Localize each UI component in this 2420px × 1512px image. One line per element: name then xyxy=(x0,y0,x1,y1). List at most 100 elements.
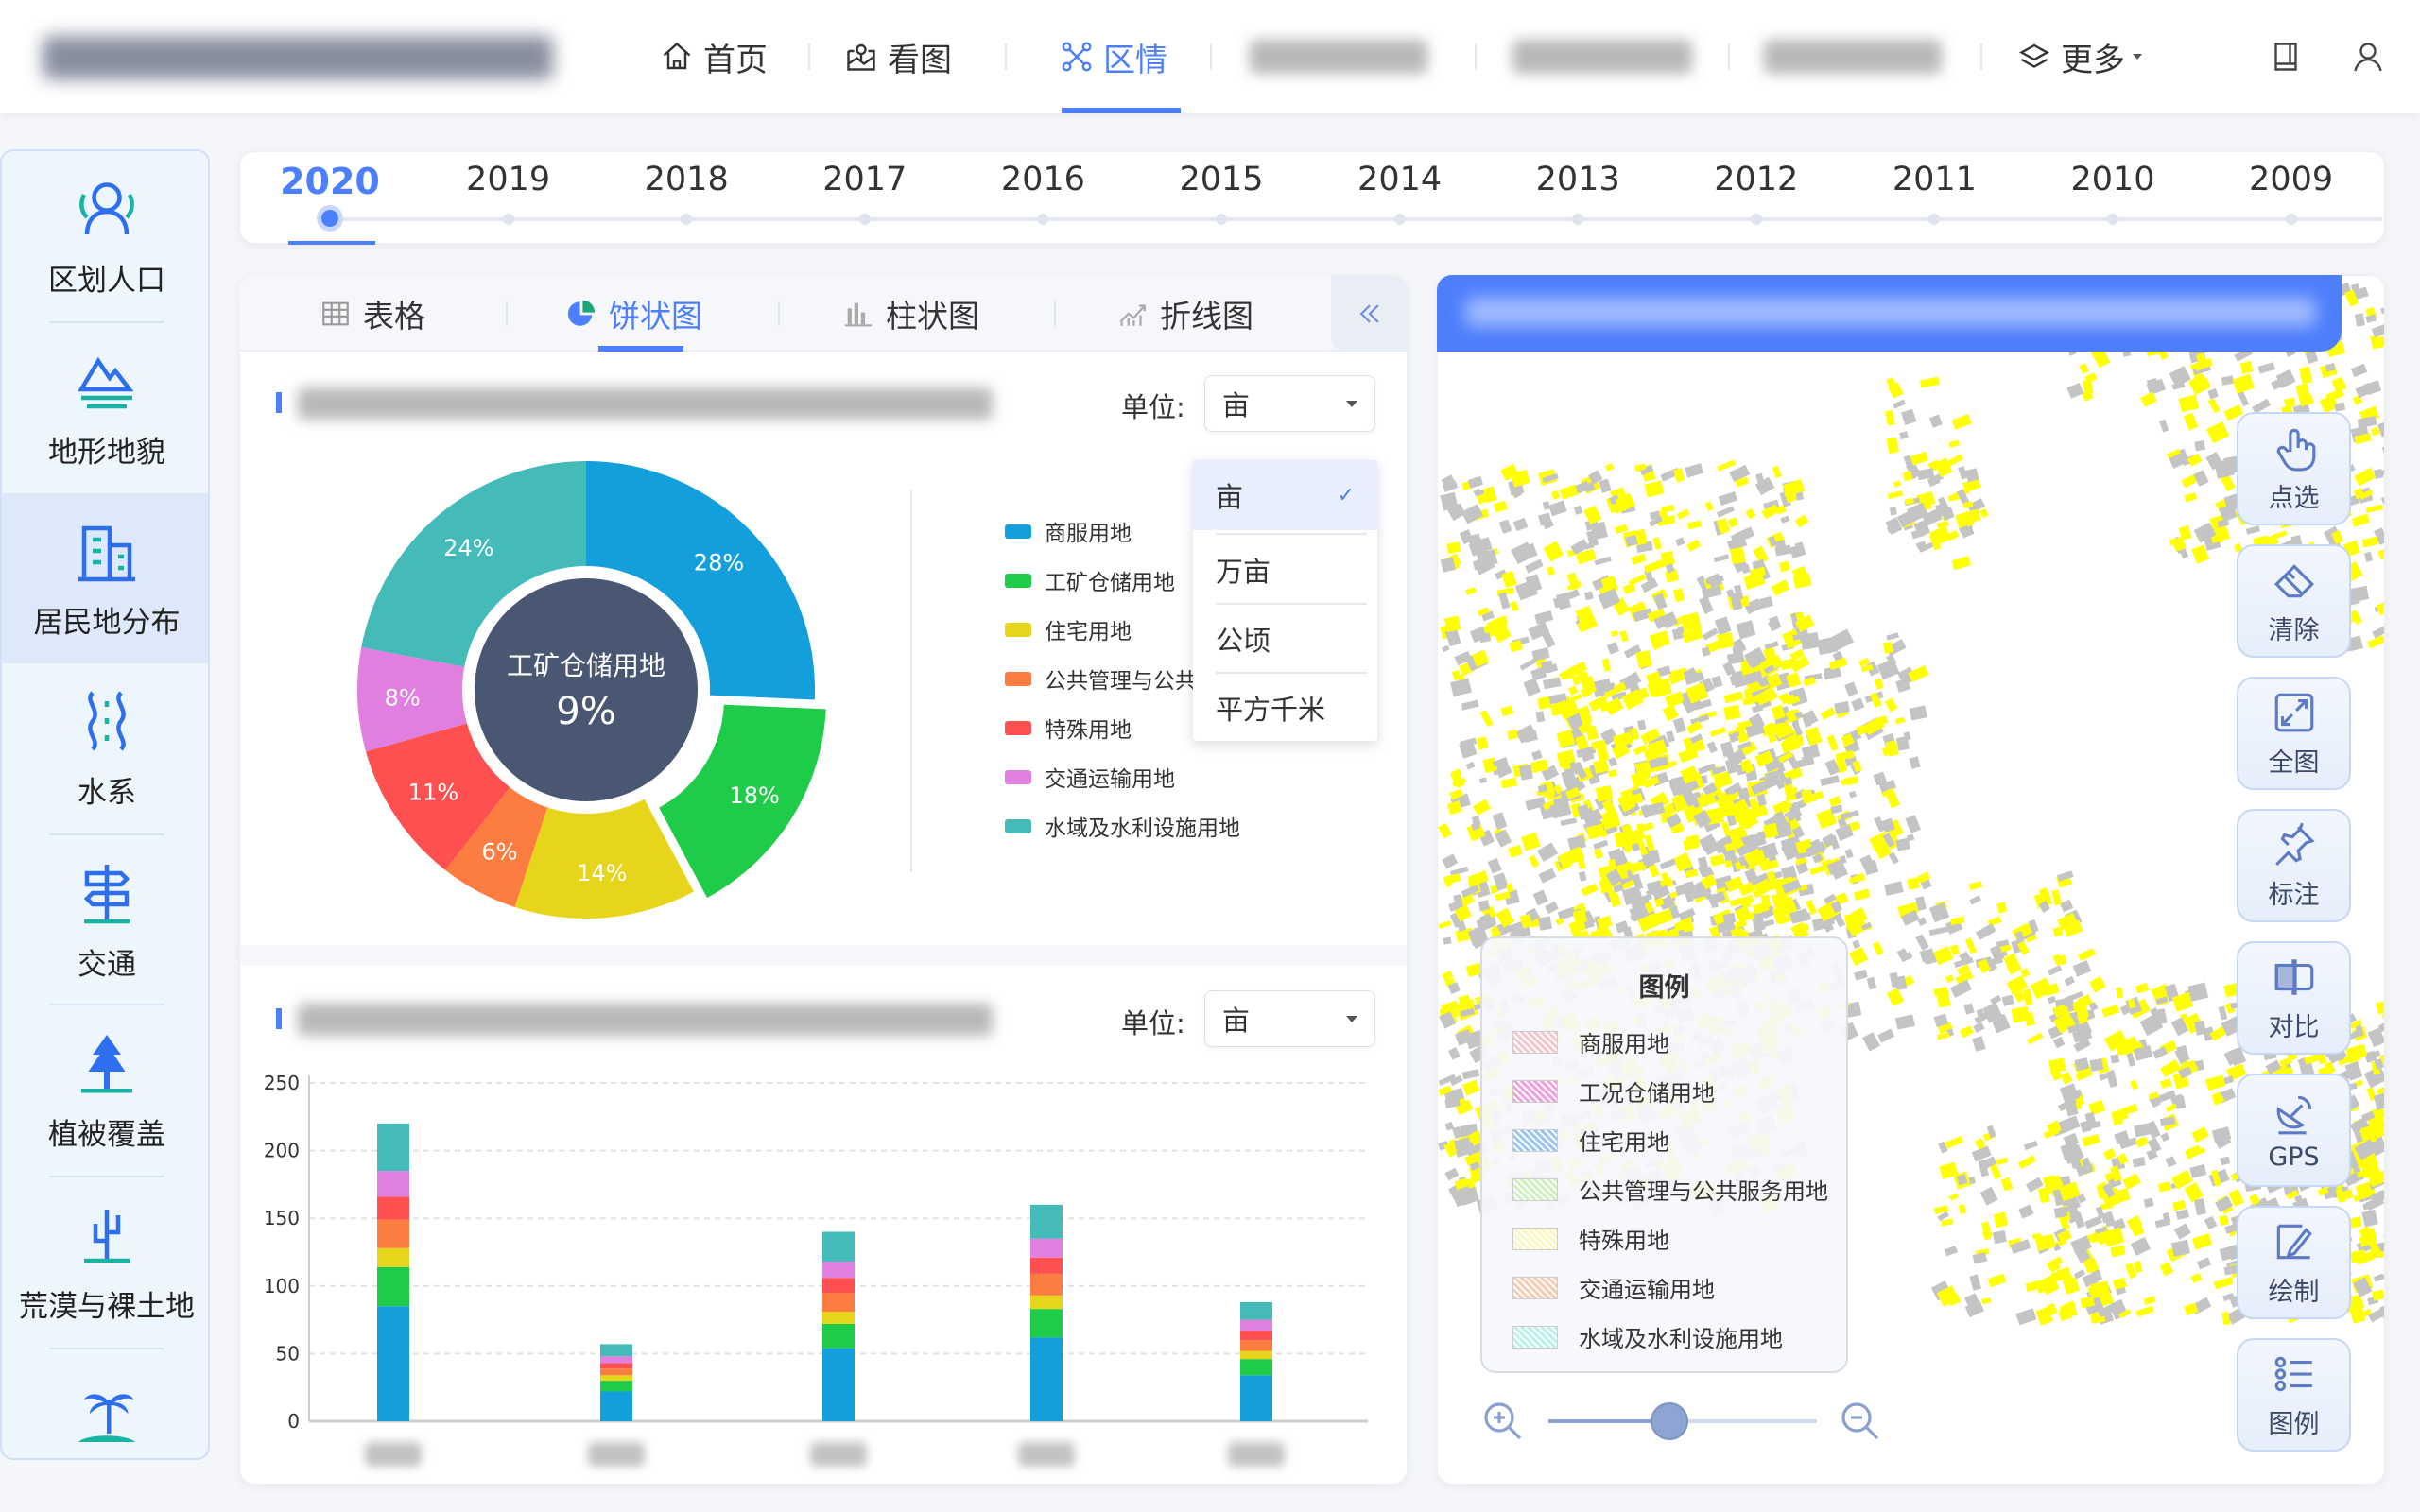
sidebar-item-traffic[interactable]: 交通 xyxy=(2,835,208,1005)
bar-segment[interactable] xyxy=(1030,1309,1063,1338)
sidebar-item-desert[interactable]: 荒漠与裸土地 xyxy=(2,1177,208,1348)
unit-option-hectare[interactable]: 公顷 xyxy=(1193,604,1377,674)
year-dot[interactable] xyxy=(2285,214,2297,225)
nav-more[interactable]: 更多 xyxy=(2017,28,2142,85)
legend-item[interactable]: 特殊用地 xyxy=(1005,712,1132,744)
bar-segment[interactable] xyxy=(377,1219,409,1248)
nav-view-map[interactable]: 看图 xyxy=(844,28,952,85)
bar-segment[interactable] xyxy=(1030,1257,1063,1274)
bar-segment[interactable] xyxy=(822,1262,855,1279)
bar-segment[interactable] xyxy=(1240,1359,1272,1376)
map-tool-fullscreen[interactable]: 全图 xyxy=(2237,677,2351,790)
unit-option-mu[interactable]: 亩 ✓ xyxy=(1193,460,1377,530)
bar-segment[interactable] xyxy=(1030,1273,1063,1296)
bar-segment[interactable] xyxy=(822,1292,855,1313)
year-dot[interactable] xyxy=(1393,214,1406,225)
unit-select[interactable]: 亩 xyxy=(1204,375,1375,432)
sidebar-item-water[interactable]: 水系 xyxy=(2,663,208,833)
pie-slice[interactable] xyxy=(357,646,467,752)
pie-slice[interactable] xyxy=(445,787,548,907)
bar-segment[interactable] xyxy=(1240,1301,1272,1320)
bar-segment[interactable] xyxy=(600,1368,632,1376)
tab-bar[interactable]: 柱状图 xyxy=(842,275,979,352)
bar-segment[interactable] xyxy=(1240,1340,1272,1351)
pie-slice[interactable] xyxy=(361,461,586,667)
bar-segment[interactable] xyxy=(377,1171,409,1197)
year-2009[interactable]: 2009 xyxy=(2249,161,2334,198)
bar-segment[interactable] xyxy=(822,1312,855,1324)
bar-segment[interactable] xyxy=(1030,1238,1063,1258)
year-dot[interactable] xyxy=(1928,214,1941,225)
legend-item[interactable]: 水域及水利设施用地 xyxy=(1005,810,1240,842)
tab-line[interactable]: 折线图 xyxy=(1116,275,1253,352)
map-tool-eraser[interactable]: 清除 xyxy=(2237,544,2351,658)
map-tool-pointer-hand[interactable]: 点选 xyxy=(2237,412,2351,525)
bar-segment[interactable] xyxy=(377,1306,409,1421)
sidebar-item-vegetation[interactable]: 植被覆盖 xyxy=(2,1005,208,1176)
zoom-in-icon[interactable] xyxy=(1480,1399,1526,1444)
legend-item[interactable]: 商服用地 xyxy=(1005,515,1132,547)
tab-pie[interactable]: 饼状图 xyxy=(565,275,702,352)
pie-slice[interactable] xyxy=(366,723,510,870)
nav-district-info[interactable]: 区情 xyxy=(1060,28,1167,85)
year-2019[interactable]: 2019 xyxy=(466,161,551,198)
year-dot[interactable] xyxy=(1572,214,1584,225)
bar-segment[interactable] xyxy=(1240,1350,1272,1360)
nav-item-blurred[interactable] xyxy=(1250,40,1427,74)
map-tool-compare[interactable]: 对比 xyxy=(2237,941,2351,1055)
bar-segment[interactable] xyxy=(822,1323,855,1349)
year-2011[interactable]: 2011 xyxy=(1892,161,1977,198)
map-tool-legend-list[interactable]: 图例 xyxy=(2237,1338,2351,1452)
nav-item-blurred[interactable] xyxy=(1512,40,1692,74)
sidebar-item-population[interactable]: 区划人口 xyxy=(2,151,208,321)
bar-segment[interactable] xyxy=(822,1278,855,1293)
year-2016[interactable]: 2016 xyxy=(1000,161,1085,198)
year-2018[interactable]: 2018 xyxy=(644,161,729,198)
year-dot[interactable] xyxy=(1750,214,1762,225)
bar-segment[interactable] xyxy=(600,1363,632,1369)
sidebar-item-terrain[interactable]: 地形地貌 xyxy=(2,323,208,493)
bar-segment[interactable] xyxy=(1030,1204,1063,1239)
bar-segment[interactable] xyxy=(377,1123,409,1172)
year-2015[interactable]: 2015 xyxy=(1179,161,1264,198)
bar-segment[interactable] xyxy=(822,1231,855,1263)
bar-segment[interactable] xyxy=(1240,1319,1272,1332)
bar-segment[interactable] xyxy=(600,1375,632,1382)
legend-item[interactable]: 交通运输用地 xyxy=(1005,761,1175,793)
bar-segment[interactable] xyxy=(377,1247,409,1267)
map-tool-satellite[interactable]: GPS xyxy=(2237,1074,2351,1187)
pie-slice[interactable] xyxy=(514,799,694,919)
zoom-slider-handle[interactable] xyxy=(1650,1402,1688,1440)
bar-segment[interactable] xyxy=(1030,1295,1063,1310)
legend-item[interactable]: 公共管理与公共 xyxy=(1005,662,1197,695)
sidebar-item-residential[interactable]: 居民地分布 xyxy=(2,493,208,663)
unit-option-sqkm[interactable]: 平方千米 xyxy=(1193,673,1377,743)
year-dot[interactable] xyxy=(1216,214,1227,225)
year-2014[interactable]: 2014 xyxy=(1357,161,1443,198)
legend-item[interactable]: 住宅用地 xyxy=(1005,613,1132,645)
year-dot[interactable] xyxy=(502,214,514,225)
year-2017[interactable]: 2017 xyxy=(822,161,908,198)
tab-table[interactable]: 表格 xyxy=(320,275,425,352)
year-2013[interactable]: 2013 xyxy=(1535,161,1620,198)
bar-segment[interactable] xyxy=(1240,1331,1272,1341)
zoom-out-icon[interactable] xyxy=(1838,1399,1883,1444)
unit-select-bar[interactable]: 亩 xyxy=(1204,990,1375,1047)
year-dot[interactable] xyxy=(681,214,693,225)
bar-segment[interactable] xyxy=(600,1381,632,1392)
bar-segment[interactable] xyxy=(600,1391,632,1421)
bar-segment[interactable] xyxy=(822,1348,855,1421)
nav-home[interactable]: 首页 xyxy=(660,28,768,85)
year-2012[interactable]: 2012 xyxy=(1714,161,1799,198)
user-icon[interactable] xyxy=(2351,40,2385,74)
pie-slice[interactable] xyxy=(586,461,815,700)
unit-option-wanmu[interactable]: 万亩 xyxy=(1193,535,1377,605)
map-tool-pin[interactable]: 标注 xyxy=(2237,809,2351,922)
year-dot[interactable] xyxy=(321,210,338,227)
year-dot[interactable] xyxy=(2107,214,2118,225)
bar-segment[interactable] xyxy=(1240,1375,1272,1421)
bar-segment[interactable] xyxy=(1030,1337,1063,1421)
sidebar-item-island[interactable] xyxy=(2,1351,208,1458)
year-dot[interactable] xyxy=(1037,214,1049,225)
year-2020[interactable]: 2020 xyxy=(280,161,380,202)
